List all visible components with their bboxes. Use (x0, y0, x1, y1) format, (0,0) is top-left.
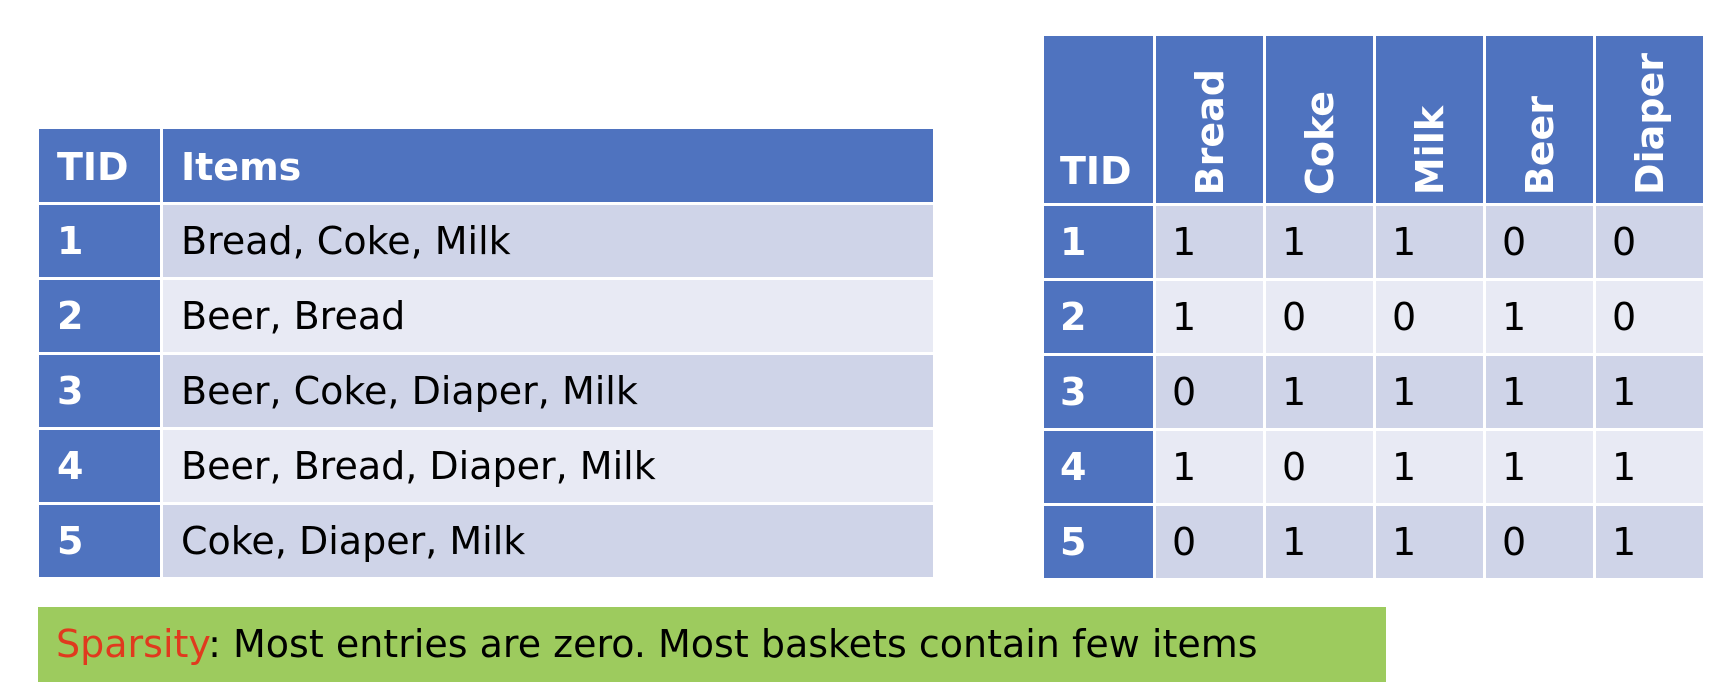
cell-value: 0 (1593, 278, 1706, 356)
cell-value: 0 (1483, 503, 1596, 581)
header-bread: Bread (1153, 33, 1266, 206)
cell-value: 1 (1593, 353, 1706, 431)
cell-value: 0 (1263, 278, 1376, 356)
table-row: 3 0 1 1 1 1 (1041, 353, 1706, 431)
cell-value: 1 (1483, 428, 1596, 506)
cell-value: 1 (1593, 503, 1706, 581)
table-row: 2 1 0 0 1 0 (1041, 278, 1706, 356)
table-row: 2 Beer, Bread (36, 277, 936, 355)
row-tid: 5 (36, 502, 163, 580)
note-text: : Most entries are zero. Most baskets co… (208, 622, 1258, 666)
table-row: 1 Bread, Coke, Milk (36, 202, 936, 280)
row-tid: 1 (1041, 203, 1156, 281)
row-tid: 5 (1041, 503, 1156, 581)
row-items: Beer, Bread, Diaper, Milk (160, 427, 936, 505)
row-items: Beer, Coke, Diaper, Milk (160, 352, 936, 430)
cell-value: 1 (1263, 503, 1376, 581)
cell-value: 1 (1373, 203, 1486, 281)
cell-value: 0 (1153, 503, 1266, 581)
header-label: Milk (1407, 105, 1452, 195)
cell-value: 1 (1483, 278, 1596, 356)
note-keyword: Sparsity (56, 622, 209, 666)
header-label: Diaper (1627, 53, 1672, 195)
table-row: 3 Beer, Coke, Diaper, Milk (36, 352, 936, 430)
table-row: 5 0 1 1 0 1 (1041, 503, 1706, 581)
header-items: Items (160, 126, 936, 205)
table-header-row: TID Bread Coke Milk Beer Diaper (1041, 33, 1706, 206)
header-coke: Coke (1263, 33, 1376, 206)
binary-matrix-table: TID Bread Coke Milk Beer Diaper 1 1 1 1 … (1041, 33, 1706, 581)
header-label: Bread (1187, 68, 1232, 195)
cell-value: 1 (1593, 428, 1706, 506)
table-row: 4 Beer, Bread, Diaper, Milk (36, 427, 936, 505)
row-tid: 1 (36, 202, 163, 280)
row-tid: 3 (36, 352, 163, 430)
row-items: Coke, Diaper, Milk (160, 502, 936, 580)
cell-value: 0 (1373, 278, 1486, 356)
row-tid: 2 (36, 277, 163, 355)
cell-value: 1 (1373, 353, 1486, 431)
cell-value: 0 (1593, 203, 1706, 281)
table-row: 1 1 1 1 0 0 (1041, 203, 1706, 281)
cell-value: 1 (1373, 428, 1486, 506)
header-tid: TID (1041, 33, 1156, 206)
row-tid: 2 (1041, 278, 1156, 356)
table-header-row: TID Items (36, 126, 936, 205)
cell-value: 1 (1153, 428, 1266, 506)
header-label: Coke (1297, 90, 1342, 195)
table-row: 5 Coke, Diaper, Milk (36, 502, 936, 580)
header-milk: Milk (1373, 33, 1486, 206)
header-label: Beer (1517, 95, 1562, 195)
table-row: 4 1 0 1 1 1 (1041, 428, 1706, 506)
cell-value: 1 (1263, 353, 1376, 431)
header-diaper: Diaper (1593, 33, 1706, 206)
cell-value: 1 (1373, 503, 1486, 581)
header-beer: Beer (1483, 33, 1596, 206)
sparsity-note: Sparsity: Most entries are zero. Most ba… (38, 607, 1386, 682)
row-items: Beer, Bread (160, 277, 936, 355)
transactions-table: TID Items 1 Bread, Coke, Milk 2 Beer, Br… (36, 126, 936, 580)
row-tid: 3 (1041, 353, 1156, 431)
cell-value: 0 (1263, 428, 1376, 506)
cell-value: 1 (1153, 278, 1266, 356)
row-items: Bread, Coke, Milk (160, 202, 936, 280)
cell-value: 1 (1263, 203, 1376, 281)
header-tid: TID (36, 126, 163, 205)
cell-value: 1 (1483, 353, 1596, 431)
row-tid: 4 (36, 427, 163, 505)
row-tid: 4 (1041, 428, 1156, 506)
cell-value: 0 (1153, 353, 1266, 431)
cell-value: 1 (1153, 203, 1266, 281)
cell-value: 0 (1483, 203, 1596, 281)
